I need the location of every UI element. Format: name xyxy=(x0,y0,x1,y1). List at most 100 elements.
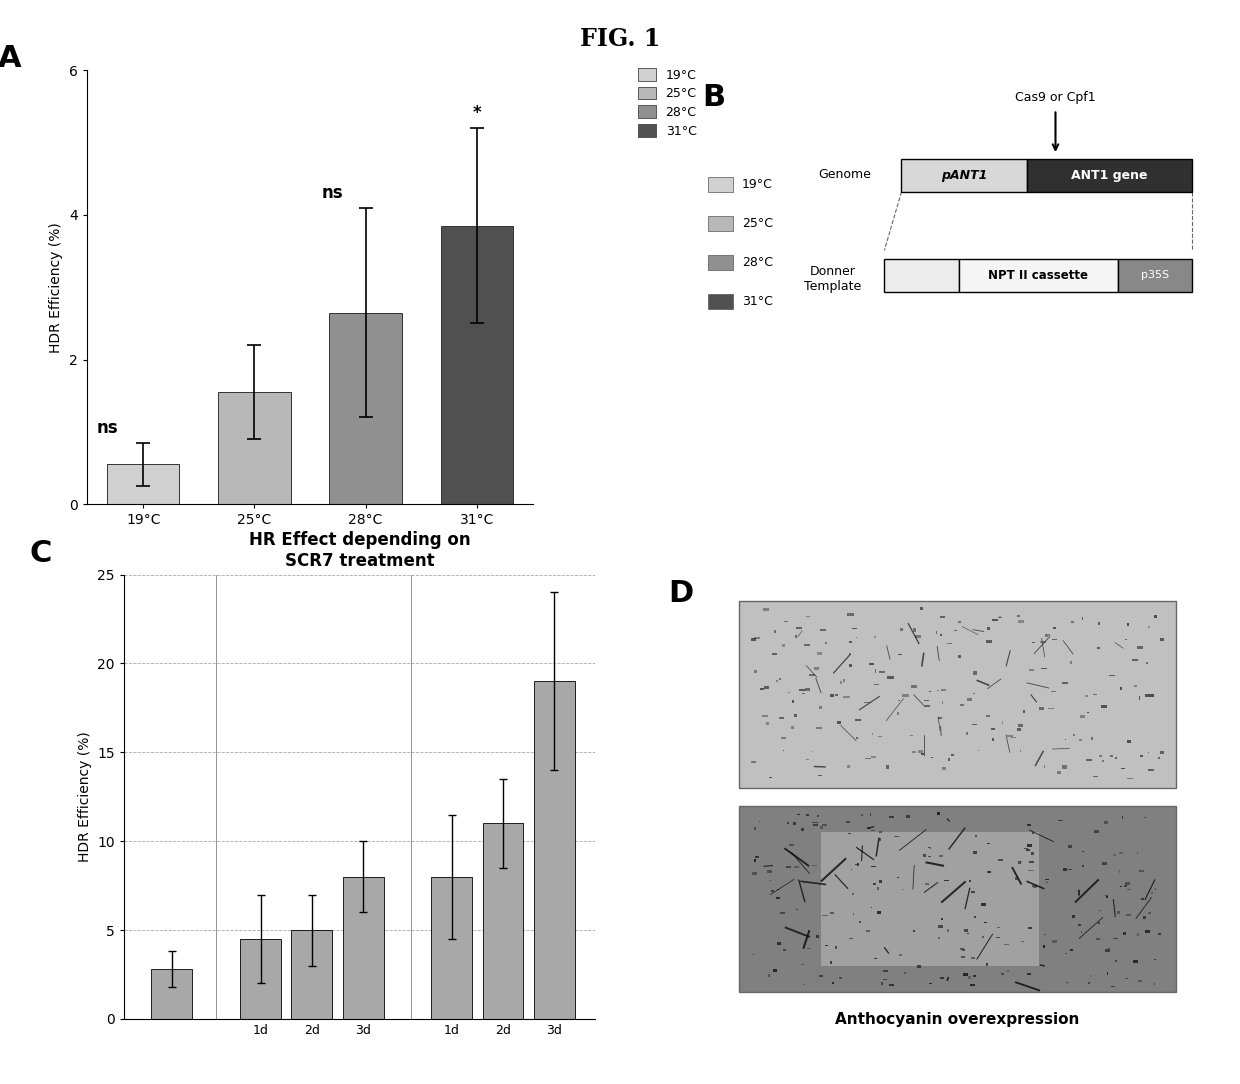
FancyBboxPatch shape xyxy=(1007,970,1009,972)
FancyBboxPatch shape xyxy=(874,636,877,638)
FancyBboxPatch shape xyxy=(911,751,916,753)
FancyBboxPatch shape xyxy=(786,866,791,868)
FancyBboxPatch shape xyxy=(1096,938,1100,940)
FancyBboxPatch shape xyxy=(1044,933,1045,935)
FancyBboxPatch shape xyxy=(777,942,781,944)
FancyBboxPatch shape xyxy=(1056,771,1061,774)
FancyBboxPatch shape xyxy=(817,815,818,816)
FancyBboxPatch shape xyxy=(1017,728,1021,732)
FancyBboxPatch shape xyxy=(780,912,785,914)
FancyBboxPatch shape xyxy=(805,644,810,646)
FancyBboxPatch shape xyxy=(875,669,877,672)
FancyBboxPatch shape xyxy=(808,674,815,675)
Bar xyxy=(107,464,180,504)
FancyBboxPatch shape xyxy=(1053,627,1056,630)
FancyBboxPatch shape xyxy=(799,689,805,692)
Y-axis label: HDR Efficiency (%): HDR Efficiency (%) xyxy=(50,222,63,352)
FancyBboxPatch shape xyxy=(770,879,771,881)
FancyBboxPatch shape xyxy=(889,815,894,817)
FancyBboxPatch shape xyxy=(975,836,977,837)
FancyBboxPatch shape xyxy=(962,950,965,951)
FancyBboxPatch shape xyxy=(857,863,858,865)
FancyBboxPatch shape xyxy=(849,653,851,655)
Text: Genome: Genome xyxy=(818,168,870,181)
FancyBboxPatch shape xyxy=(1018,620,1024,623)
FancyBboxPatch shape xyxy=(801,693,805,694)
FancyBboxPatch shape xyxy=(920,607,923,610)
FancyBboxPatch shape xyxy=(1122,816,1123,818)
FancyBboxPatch shape xyxy=(1047,881,1048,883)
FancyBboxPatch shape xyxy=(901,159,1027,192)
FancyBboxPatch shape xyxy=(961,956,965,958)
FancyBboxPatch shape xyxy=(1153,615,1157,618)
FancyBboxPatch shape xyxy=(1102,863,1107,865)
FancyBboxPatch shape xyxy=(983,922,987,924)
FancyBboxPatch shape xyxy=(870,826,874,828)
FancyBboxPatch shape xyxy=(942,767,946,770)
FancyBboxPatch shape xyxy=(1125,638,1127,640)
FancyBboxPatch shape xyxy=(1132,659,1138,661)
FancyBboxPatch shape xyxy=(1016,877,1018,880)
FancyBboxPatch shape xyxy=(1050,691,1056,692)
FancyBboxPatch shape xyxy=(870,906,872,908)
FancyBboxPatch shape xyxy=(847,612,853,616)
FancyBboxPatch shape xyxy=(848,663,852,667)
Bar xyxy=(218,392,290,504)
FancyBboxPatch shape xyxy=(816,727,822,728)
FancyBboxPatch shape xyxy=(878,736,882,737)
FancyBboxPatch shape xyxy=(1011,737,1017,738)
Text: FIG. 1: FIG. 1 xyxy=(580,27,660,51)
FancyBboxPatch shape xyxy=(821,826,823,829)
FancyBboxPatch shape xyxy=(1081,617,1084,620)
Text: Donner
Template: Donner Template xyxy=(805,264,862,293)
FancyBboxPatch shape xyxy=(1027,844,1032,847)
FancyBboxPatch shape xyxy=(874,958,877,959)
FancyBboxPatch shape xyxy=(835,946,837,948)
FancyBboxPatch shape xyxy=(849,938,853,940)
FancyBboxPatch shape xyxy=(939,925,942,928)
FancyBboxPatch shape xyxy=(806,759,808,760)
FancyBboxPatch shape xyxy=(1048,708,1054,709)
Text: A: A xyxy=(0,44,21,74)
FancyBboxPatch shape xyxy=(813,824,818,826)
FancyBboxPatch shape xyxy=(947,929,949,932)
FancyBboxPatch shape xyxy=(915,635,921,638)
FancyBboxPatch shape xyxy=(754,856,759,857)
FancyBboxPatch shape xyxy=(966,698,972,701)
FancyBboxPatch shape xyxy=(806,814,808,816)
FancyBboxPatch shape xyxy=(775,630,776,633)
FancyBboxPatch shape xyxy=(996,937,1001,938)
FancyBboxPatch shape xyxy=(708,294,733,309)
FancyBboxPatch shape xyxy=(816,935,820,938)
FancyBboxPatch shape xyxy=(874,684,879,685)
FancyBboxPatch shape xyxy=(1125,882,1130,885)
FancyBboxPatch shape xyxy=(773,969,776,971)
FancyBboxPatch shape xyxy=(753,954,754,955)
FancyBboxPatch shape xyxy=(947,758,950,761)
FancyBboxPatch shape xyxy=(973,976,976,978)
FancyBboxPatch shape xyxy=(929,691,931,693)
FancyBboxPatch shape xyxy=(815,667,820,670)
FancyBboxPatch shape xyxy=(1118,259,1193,292)
FancyBboxPatch shape xyxy=(839,977,842,979)
FancyBboxPatch shape xyxy=(870,866,875,867)
FancyBboxPatch shape xyxy=(987,870,991,874)
FancyBboxPatch shape xyxy=(1066,982,1068,983)
FancyBboxPatch shape xyxy=(1121,767,1126,770)
FancyBboxPatch shape xyxy=(960,705,963,706)
FancyBboxPatch shape xyxy=(831,962,832,965)
FancyBboxPatch shape xyxy=(898,877,899,878)
FancyBboxPatch shape xyxy=(867,930,870,932)
FancyBboxPatch shape xyxy=(822,915,827,916)
FancyBboxPatch shape xyxy=(879,671,884,673)
FancyBboxPatch shape xyxy=(853,913,854,915)
Text: ns: ns xyxy=(97,418,119,437)
FancyBboxPatch shape xyxy=(795,714,796,717)
FancyBboxPatch shape xyxy=(1027,159,1193,192)
FancyBboxPatch shape xyxy=(1143,916,1146,919)
FancyBboxPatch shape xyxy=(1137,852,1138,853)
FancyBboxPatch shape xyxy=(1104,821,1107,824)
FancyBboxPatch shape xyxy=(889,984,894,985)
FancyBboxPatch shape xyxy=(1146,662,1147,663)
FancyBboxPatch shape xyxy=(794,823,796,825)
